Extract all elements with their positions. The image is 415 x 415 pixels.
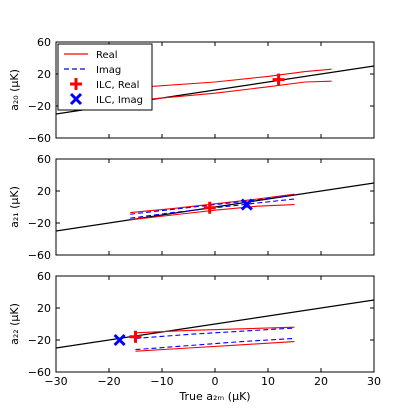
real-series-line [135,341,295,352]
legend-box [57,43,153,111]
legend-label: ILC, Real [96,80,139,91]
y-tick-label: 20 [37,185,51,198]
imag-series-line [135,327,295,339]
x-tick-label: 0 [212,375,219,388]
y-tick-label: −60 [28,249,51,262]
real-series-line [130,193,295,214]
real-series-line [130,204,295,221]
x-tick-label: −30 [44,375,67,388]
y-tick-label: 60 [37,36,51,49]
legend-ilc-imag-swatch [69,92,83,106]
y-tick-label: 20 [37,68,51,81]
x-tick-label: 20 [314,375,328,388]
imag-series-line [130,198,295,219]
y-axis-label-3: a₂₂ (μK) [8,303,21,345]
legend-label: Real [96,50,118,61]
legend-ilc-real-swatch [70,78,82,90]
y-tick-label: 60 [37,270,51,283]
y-tick-label: −20 [28,334,51,347]
y-tick-label: 60 [37,153,51,166]
y-tick-label: −20 [28,217,51,230]
real-series-line [135,326,295,334]
ilc-imag-marker [240,198,253,211]
y-axis-label-2: a₂₁ (μK) [8,186,21,228]
ilc-real-marker [203,201,216,214]
x-tick-label: 30 [367,375,381,388]
y-tick-label: −60 [28,132,51,145]
imag-series-line [135,337,295,351]
ilc-real-marker [272,73,285,86]
x-tick-label: −20 [97,375,120,388]
x-tick-label: −10 [150,375,173,388]
legend-label: ILC, Imag [96,95,143,106]
y-tick-label: 20 [37,302,51,315]
legend-label: Imag [96,65,121,76]
imag-series-line [130,194,295,215]
x-axis-label: True a₂ₘ (μK) [178,390,250,403]
ilc-imag-marker [113,333,126,347]
y-tick-label: −20 [28,100,51,113]
y-tick-label: −60 [28,366,51,379]
y-axis-label-1: a₂₀ (μK) [8,69,21,111]
reference-line [56,299,374,349]
x-tick-label: 10 [261,375,275,388]
ilc-real-marker [129,330,142,343]
